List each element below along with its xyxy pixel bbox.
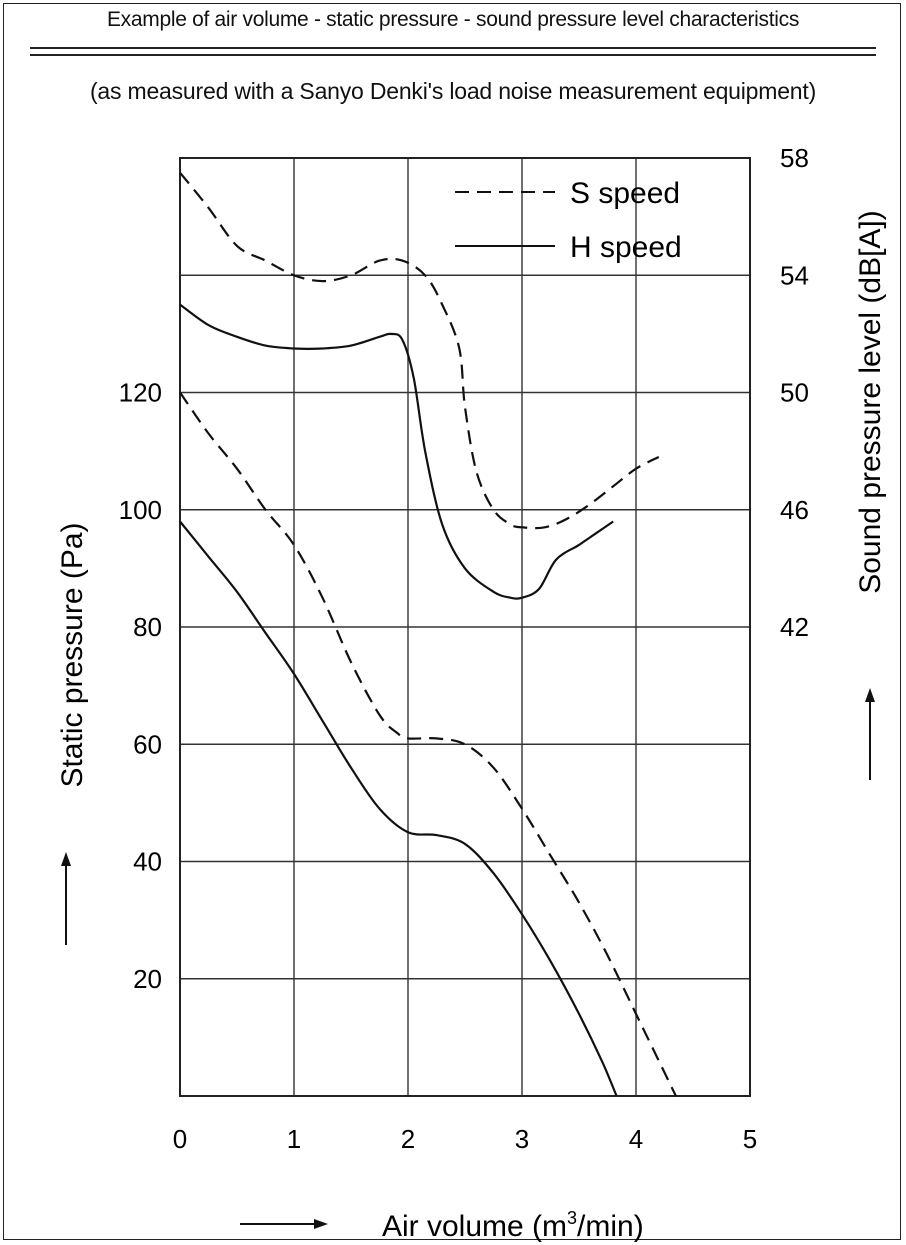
y-left-tick-labels: 120 100 80 60 40 20: [119, 378, 162, 994]
x-tick-label: 2: [401, 1124, 415, 1154]
chart-subtitle: (as measured with a Sanyo Denki's load n…: [89, 78, 817, 104]
series-lines: [179, 171, 677, 1097]
y-left-axis-label: Static pressure (Pa): [56, 522, 89, 787]
x-tick-label: 4: [629, 1124, 643, 1154]
grid: [180, 158, 750, 1096]
legend: S speed H speed: [455, 177, 682, 264]
legend-label-h-speed: H speed: [570, 231, 682, 264]
y-left-arrow: [61, 852, 71, 945]
x-tick-label: 0: [173, 1124, 187, 1154]
y-right-tick-label: 46: [780, 495, 809, 525]
y-left-tick-label: 60: [133, 729, 162, 759]
title-rule-bottom: [30, 54, 876, 56]
x-axis-label: Air volume (m3/min): [382, 1208, 644, 1243]
x-axis-label-sup: 3: [567, 1208, 577, 1228]
x-tick-label: 1: [287, 1124, 301, 1154]
legend-label-s-speed: S speed: [570, 177, 680, 210]
y-right-arrow: [865, 688, 875, 780]
static-pressure-s-speed-line: [179, 391, 677, 1097]
y-right-axis-label: Sound pressure level (dB[A]): [854, 210, 887, 594]
y-right-tick-label: 50: [780, 378, 809, 408]
x-tick-labels: 0 1 2 3 4 5: [173, 1124, 757, 1154]
x-axis-label-main: Air volume (m: [382, 1210, 567, 1243]
y-right-tick-labels: 58 54 50 46 42: [780, 143, 809, 642]
x-axis-label-tail: /min): [577, 1210, 644, 1243]
x-arrow: [240, 1219, 328, 1229]
title-rule-top: [30, 47, 876, 49]
y-right-tick-label: 58: [780, 143, 809, 173]
static-pressure-h-speed-line: [179, 520, 618, 1097]
y-left-tick-label: 100: [119, 495, 162, 525]
x-tick-label: 5: [743, 1124, 757, 1154]
chart-title: Example of air volume - static pressure …: [106, 8, 800, 31]
sound-level-h-speed-line: [179, 303, 614, 600]
figure-frame: [3, 3, 901, 1240]
y-left-tick-label: 20: [133, 964, 162, 994]
y-right-tick-label: 42: [780, 612, 809, 642]
x-tick-label: 3: [515, 1124, 529, 1154]
plot-area-border: [179, 157, 751, 1097]
y-left-tick-label: 40: [133, 847, 162, 877]
y-right-tick-label: 54: [780, 260, 809, 290]
sound-level-s-speed-line: [179, 171, 660, 530]
y-left-tick-label: 120: [119, 378, 162, 408]
y-left-tick-label: 80: [133, 612, 162, 642]
